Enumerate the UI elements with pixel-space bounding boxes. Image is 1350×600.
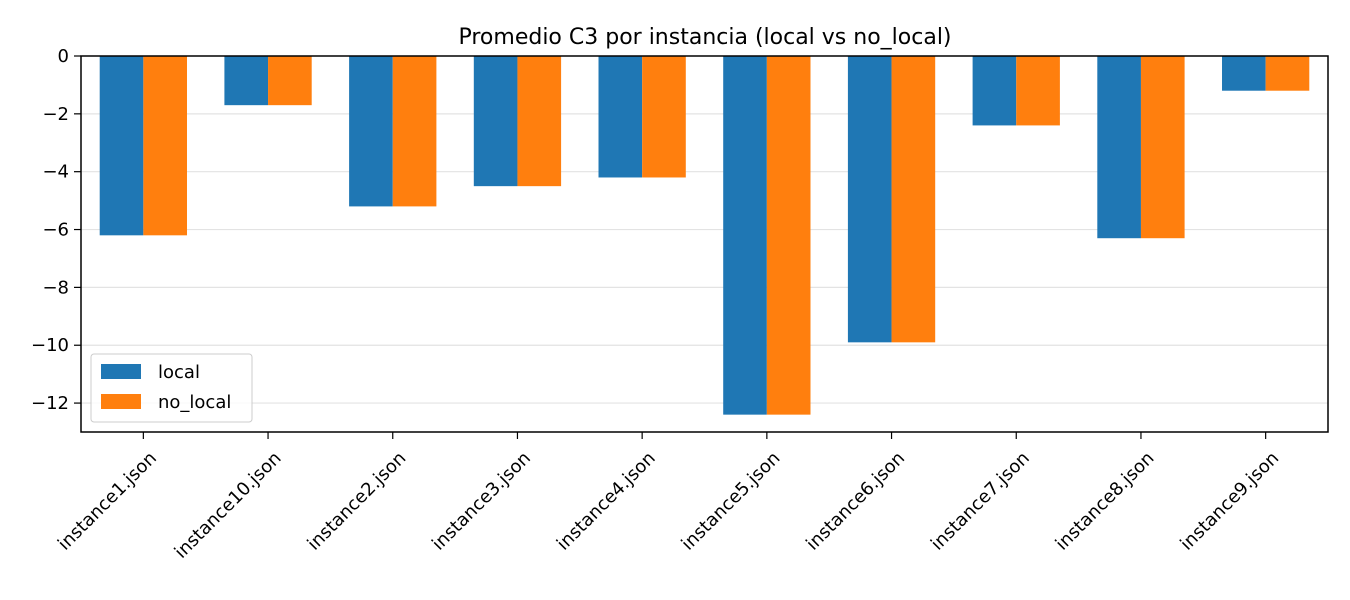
- bar-no-local-7: [891, 56, 936, 343]
- plot-area-frame: [80, 55, 1329, 433]
- bar-local-3: [349, 56, 393, 207]
- bar-local-2: [224, 56, 269, 106]
- y-tick-label: −12: [31, 393, 69, 414]
- bar-no-local-3: [392, 56, 437, 207]
- x-axis: instance1.json instance10.json instance2.j…: [54, 432, 1283, 563]
- bars: [99, 56, 1310, 415]
- y-tick-label: −10: [31, 335, 69, 356]
- bar-local-10: [1222, 56, 1266, 91]
- bar-no-local-4: [517, 56, 562, 187]
- legend-swatch-local: [101, 364, 141, 379]
- y-tick-label: −8: [42, 277, 69, 298]
- y-tick-label: −4: [42, 162, 69, 183]
- x-tick-label: instance9.json: [1176, 448, 1283, 555]
- x-tick-label: instance10.json: [171, 448, 286, 563]
- bar-local-4: [473, 56, 518, 187]
- bar-no-local-6: [766, 56, 811, 415]
- x-tick-label: instance4.json: [553, 448, 660, 555]
- bar-no-local-2: [268, 56, 312, 106]
- legend-swatch-no-local: [101, 394, 141, 409]
- y-tick-label: 0: [58, 46, 69, 67]
- y-tick-label: −2: [42, 104, 69, 125]
- x-tick-label: instance8.json: [1052, 448, 1159, 555]
- legend-label-no-local: no_local: [158, 392, 231, 413]
- bar-local-9: [1097, 56, 1141, 239]
- x-tick-label: instance5.json: [677, 448, 784, 555]
- bar-local-5: [598, 56, 643, 178]
- x-tick-label: instance2.json: [303, 448, 410, 555]
- bar-no-local-9: [1140, 56, 1185, 239]
- x-tick-label: instance6.json: [802, 448, 909, 555]
- x-tick-label: instance7.json: [927, 448, 1034, 555]
- bar-no-local-5: [642, 56, 686, 178]
- bar-local-1: [99, 56, 144, 236]
- legend-label-local: local: [158, 362, 200, 383]
- bar-no-local-10: [1265, 56, 1310, 91]
- bar-local-6: [723, 56, 767, 415]
- y-tick-label: −6: [42, 220, 69, 241]
- bar-no-local-8: [1016, 56, 1060, 126]
- chart-title: Promedio C3 por instancia (local vs no_l…: [458, 25, 951, 50]
- legend: local no_local: [90, 353, 253, 423]
- x-tick-label: instance1.json: [54, 448, 161, 555]
- bar-local-7: [847, 56, 892, 343]
- bar-local-8: [972, 56, 1017, 126]
- bar-no-local-1: [143, 56, 187, 236]
- x-tick-label: instance3.json: [428, 448, 535, 555]
- y-axis: 0 −2 −4 −6 −8 −10 −12: [31, 46, 81, 414]
